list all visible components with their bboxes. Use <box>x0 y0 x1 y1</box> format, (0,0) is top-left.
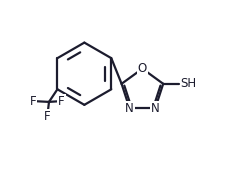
Text: O: O <box>138 62 147 75</box>
Text: F: F <box>44 110 51 123</box>
Text: F: F <box>58 95 65 108</box>
Text: F: F <box>30 95 36 108</box>
Text: N: N <box>125 102 134 115</box>
Text: SH: SH <box>180 77 196 90</box>
Text: N: N <box>151 102 160 115</box>
